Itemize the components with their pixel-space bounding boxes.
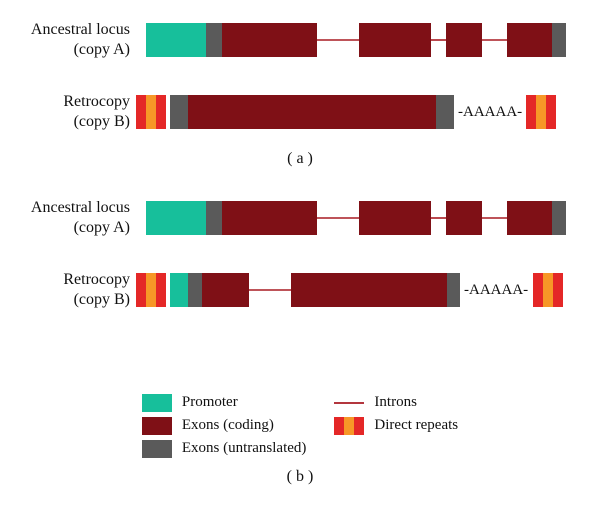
panel-a-sublabel: ( a ) [0, 150, 600, 168]
row-label-line1: Retrocopy [63, 271, 130, 288]
row-label-line1: Ancestral locus [31, 199, 130, 216]
panel-a-row-retrocopy: Retrocopy (copy B) -AAAAA- [0, 90, 600, 134]
row-label: Retrocopy (copy B) [0, 92, 136, 132]
intron-line-icon [334, 394, 364, 412]
panel-b-sublabel: ( b ) [0, 468, 600, 486]
legend-col-right: Introns Direct repeats [334, 393, 458, 458]
legend-label: Exons (coding) [182, 416, 274, 435]
row-label-line1: Ancestral locus [31, 21, 130, 38]
legend-item-exon-coding: Exons (coding) [142, 416, 307, 435]
panel-b-row-retrocopy: Retrocopy (copy B) -AAAAA- [0, 268, 600, 312]
locus-track [136, 196, 556, 240]
polya-label: -AAAAA- [458, 90, 522, 134]
legend-item-direct-repeats: Direct repeats [334, 416, 458, 435]
locus-track: -AAAAA- [136, 90, 556, 134]
legend-label: Exons (untranslated) [182, 439, 307, 458]
locus-svg [136, 18, 566, 62]
row-label-line2: (copy A) [74, 41, 130, 58]
panel-a-row-ancestral: Ancestral locus (copy A) [0, 18, 600, 62]
exon-utr-swatch-icon [142, 440, 172, 458]
legend-label: Introns [374, 393, 417, 412]
panel-b-row-ancestral: Ancestral locus (copy A) [0, 196, 600, 240]
row-label-line1: Retrocopy [63, 93, 130, 110]
row-label: Ancestral locus (copy A) [0, 198, 136, 238]
locus-svg [136, 196, 566, 240]
figure: Ancestral locus (copy A) Retrocopy (copy… [0, 0, 600, 505]
locus-track: -AAAAA- [136, 268, 556, 312]
legend-item-introns: Introns [334, 393, 458, 412]
legend-col-left: Promoter Exons (coding) Exons (untransla… [142, 393, 307, 458]
row-label: Retrocopy (copy B) [0, 270, 136, 310]
promoter-swatch-icon [142, 394, 172, 412]
row-label-line2: (copy A) [74, 219, 130, 236]
row-label: Ancestral locus (copy A) [0, 20, 136, 60]
legend-item-promoter: Promoter [142, 393, 307, 412]
legend-label: Promoter [182, 393, 238, 412]
direct-repeat-swatch-icon [334, 417, 364, 435]
locus-track [136, 18, 556, 62]
exon-coding-swatch-icon [142, 417, 172, 435]
legend: Promoter Exons (coding) Exons (untransla… [0, 393, 600, 458]
legend-item-exon-utr: Exons (untranslated) [142, 439, 307, 458]
row-label-line2: (copy B) [74, 113, 130, 130]
legend-label: Direct repeats [374, 416, 458, 435]
row-label-line2: (copy B) [74, 291, 130, 308]
polya-label: -AAAAA- [464, 268, 528, 312]
